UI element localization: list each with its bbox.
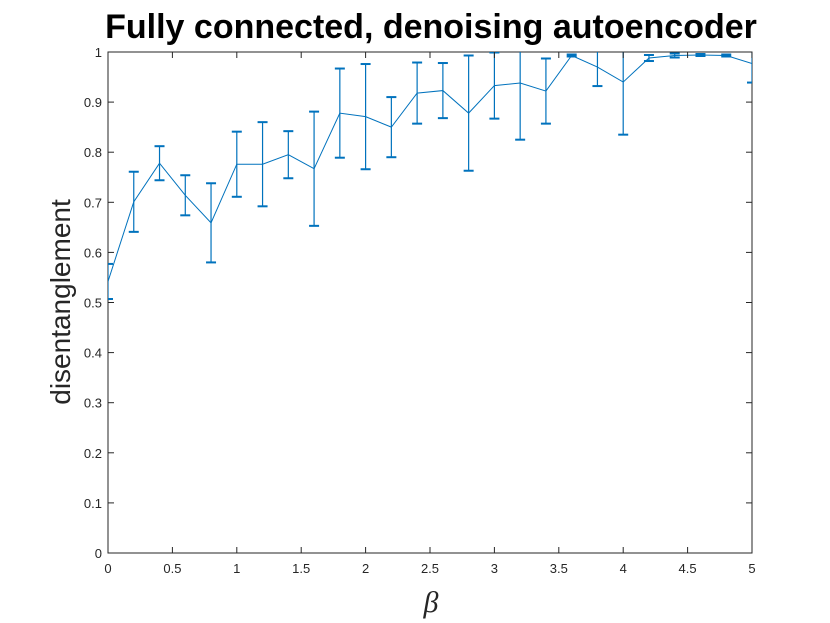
y-tick-label: 0.4 xyxy=(84,346,102,361)
y-tick-label: 0.1 xyxy=(84,496,102,511)
error-bar xyxy=(412,61,423,125)
x-tick-label: 3.5 xyxy=(550,561,568,576)
error-bar xyxy=(437,62,448,120)
y-tick-label: 0.9 xyxy=(84,95,102,110)
error-bar xyxy=(206,182,217,264)
error-bar xyxy=(515,52,526,141)
y-tick-label: 0.7 xyxy=(84,195,102,210)
chart-title: Fully connected, denoising autoencoder xyxy=(105,8,757,46)
x-tick-label: 5 xyxy=(748,561,755,576)
y-axis-label: disentanglement xyxy=(45,199,76,405)
error-bar xyxy=(618,52,629,136)
error-bar xyxy=(257,121,268,208)
y-tick-label: 1 xyxy=(95,45,102,60)
error-bar xyxy=(592,52,603,88)
marks xyxy=(108,52,752,300)
error-bar xyxy=(108,262,113,300)
plot-area xyxy=(107,51,753,554)
x-axis-label: β xyxy=(423,586,439,619)
y-tick-label: 0.5 xyxy=(84,296,102,311)
y-tick-label: 0.8 xyxy=(84,145,102,160)
error-bar xyxy=(309,110,320,227)
x-tick-label: 3 xyxy=(491,561,498,576)
error-bar xyxy=(695,53,706,58)
error-bar xyxy=(283,130,294,180)
error-bar xyxy=(334,67,345,159)
error-bar xyxy=(360,63,371,171)
y-tick-label: 0 xyxy=(95,546,102,561)
error-bar xyxy=(128,170,139,233)
error-bar xyxy=(747,52,752,84)
y-tick-label: 0.3 xyxy=(84,396,102,411)
y-tick-label: 0.6 xyxy=(84,245,102,260)
error-bar xyxy=(669,52,680,59)
error-bar xyxy=(154,145,165,182)
error-bar xyxy=(566,53,577,58)
error-bar xyxy=(386,96,397,159)
error-bar xyxy=(463,54,474,172)
error-bar xyxy=(231,130,242,198)
x-tick-label: 4.5 xyxy=(679,561,697,576)
error-bar xyxy=(643,54,654,63)
error-bar xyxy=(180,174,191,217)
x-tick-label: 1.5 xyxy=(292,561,310,576)
x-tick-label: 4 xyxy=(620,561,627,576)
line xyxy=(108,54,752,282)
error-bar xyxy=(721,53,732,58)
x-tick-label: 0 xyxy=(104,561,111,576)
y-tick-label: 0.2 xyxy=(84,446,102,461)
x-tick-label: 2 xyxy=(362,561,369,576)
x-tick-label: 0.5 xyxy=(163,561,181,576)
x-tick-label: 1 xyxy=(233,561,240,576)
error-bar xyxy=(540,57,551,125)
x-tick-label: 2.5 xyxy=(421,561,439,576)
